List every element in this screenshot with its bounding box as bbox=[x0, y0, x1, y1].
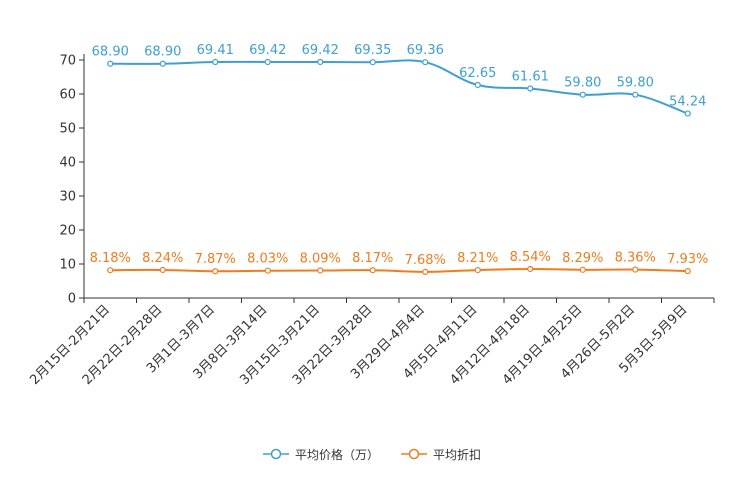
series-line-price bbox=[110, 59, 689, 115]
data-label: 8.17% bbox=[352, 251, 393, 266]
legend-label-price: 平均价格（万） bbox=[294, 447, 379, 462]
y-tick-label: 60 bbox=[59, 88, 76, 103]
legend-label-discount: 平均折扣 bbox=[433, 447, 482, 462]
data-label: 8.09% bbox=[300, 251, 341, 266]
data-point bbox=[369, 59, 376, 66]
data-point bbox=[474, 266, 481, 274]
data-label: 7.87% bbox=[195, 252, 236, 267]
legend-line-circle-icon bbox=[401, 448, 427, 460]
data-point bbox=[317, 267, 324, 274]
chart-legend: 平均价格（万） 平均折扣 bbox=[0, 444, 744, 464]
y-tick-label: 50 bbox=[59, 122, 76, 137]
data-label: 69.36 bbox=[407, 43, 444, 58]
data-label: 59.80 bbox=[617, 76, 654, 91]
data-point bbox=[212, 268, 219, 275]
data-label: 69.35 bbox=[354, 43, 391, 58]
data-label: 7.68% bbox=[405, 253, 446, 268]
data-label: 69.42 bbox=[302, 43, 339, 58]
data-label: 8.36% bbox=[615, 251, 656, 266]
data-point bbox=[579, 266, 586, 273]
data-point bbox=[684, 110, 691, 117]
data-point bbox=[107, 267, 114, 274]
data-point bbox=[632, 266, 639, 273]
data-label: 68.90 bbox=[144, 45, 181, 60]
data-label: 8.03% bbox=[247, 252, 288, 267]
data-label: 68.90 bbox=[92, 45, 129, 60]
data-label: 8.54% bbox=[510, 250, 551, 265]
y-tick-label: 0 bbox=[68, 292, 76, 307]
data-point bbox=[264, 58, 271, 66]
data-point bbox=[212, 58, 219, 66]
data-point bbox=[474, 81, 481, 89]
legend-item-price[interactable]: 平均价格（万） bbox=[262, 446, 379, 463]
data-point bbox=[369, 267, 376, 274]
series-line-discount bbox=[110, 267, 688, 273]
data-label: 59.80 bbox=[564, 76, 601, 91]
data-point bbox=[632, 91, 639, 98]
data-point bbox=[422, 59, 429, 66]
data-label: 61.61 bbox=[512, 70, 549, 85]
data-point bbox=[422, 268, 429, 275]
y-tick-label: 20 bbox=[59, 224, 76, 239]
y-tick-label: 40 bbox=[59, 156, 76, 171]
data-point bbox=[317, 58, 324, 66]
data-point bbox=[684, 267, 691, 275]
legend-line-circle-icon bbox=[262, 448, 289, 460]
legend-item-discount[interactable]: 平均折扣 bbox=[401, 446, 481, 463]
data-point bbox=[527, 85, 534, 92]
y-tick-label: 70 bbox=[59, 54, 76, 69]
data-label: 69.42 bbox=[249, 43, 286, 58]
data-label: 8.18% bbox=[90, 251, 131, 266]
data-label: 8.21% bbox=[457, 251, 498, 266]
data-point bbox=[159, 60, 166, 67]
data-label: 8.24% bbox=[142, 251, 183, 266]
data-label: 7.93% bbox=[667, 252, 708, 267]
data-point bbox=[107, 60, 114, 67]
data-point bbox=[527, 265, 534, 273]
data-point bbox=[159, 266, 166, 274]
data-point bbox=[579, 91, 586, 98]
data-label: 62.65 bbox=[459, 66, 496, 81]
data-label: 54.24 bbox=[669, 95, 706, 110]
y-tick-label: 30 bbox=[59, 190, 76, 205]
data-label: 8.29% bbox=[562, 251, 603, 266]
y-tick-label: 10 bbox=[59, 258, 76, 273]
data-point bbox=[264, 267, 271, 274]
data-label: 69.41 bbox=[197, 43, 234, 58]
